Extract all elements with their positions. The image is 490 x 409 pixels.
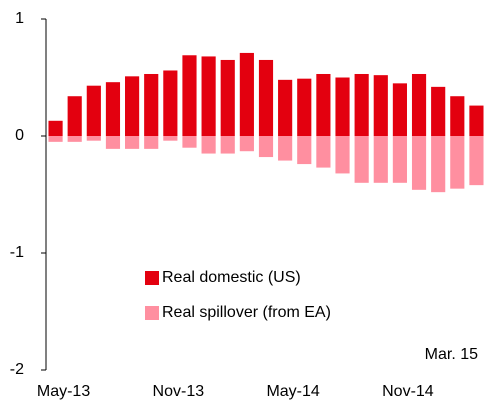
bar (48, 136, 63, 142)
bar (239, 52, 254, 136)
legend-label: Real domestic (US) (162, 269, 301, 286)
y-tick-label: -2 (10, 361, 24, 378)
bar (144, 136, 159, 149)
bar (105, 136, 121, 149)
bar (297, 136, 312, 165)
bar (125, 76, 140, 136)
bar (105, 82, 121, 136)
bar (201, 56, 216, 136)
bar (258, 59, 274, 137)
bar (316, 136, 331, 168)
bar (354, 136, 369, 183)
bar (201, 136, 216, 154)
bar (220, 136, 235, 154)
bar (297, 78, 312, 136)
y-tick-label: 1 (15, 10, 24, 27)
bar (469, 105, 484, 136)
bar (163, 136, 178, 141)
bar (278, 79, 293, 136)
x-tick-label: May-13 (37, 383, 90, 400)
bar (239, 136, 254, 152)
bar (316, 73, 331, 136)
bar (392, 83, 407, 136)
x-tick-label: Nov-13 (153, 383, 205, 400)
bar (450, 96, 465, 136)
bar (469, 136, 484, 186)
bar (411, 73, 427, 136)
bar (335, 77, 350, 136)
bar (182, 55, 197, 136)
legend-swatch (145, 306, 159, 320)
annotation: Mar. 15 (425, 346, 478, 363)
bar (335, 136, 350, 174)
bar (373, 136, 388, 183)
bar (67, 136, 82, 142)
bar (182, 136, 197, 148)
x-tick-label: Nov-14 (382, 383, 434, 400)
y-tick-label: 0 (15, 127, 24, 144)
y-tick-label: -1 (10, 244, 24, 261)
bar (144, 73, 159, 136)
bar (278, 136, 293, 161)
x-tick-label: May-14 (266, 383, 319, 400)
bar (67, 96, 82, 136)
legend-swatch (145, 271, 159, 285)
bar (86, 85, 101, 136)
bar (450, 136, 465, 189)
bar (125, 136, 140, 149)
bar (86, 136, 101, 141)
bar (431, 136, 446, 193)
legend-label: Real spillover (from EA) (162, 304, 331, 321)
bar (411, 136, 427, 190)
bar (354, 73, 369, 136)
bar (373, 75, 388, 136)
bar (220, 59, 235, 137)
bar (258, 136, 274, 158)
bar (163, 70, 178, 136)
bar (431, 86, 446, 136)
bar (48, 120, 63, 136)
bar (392, 136, 407, 183)
